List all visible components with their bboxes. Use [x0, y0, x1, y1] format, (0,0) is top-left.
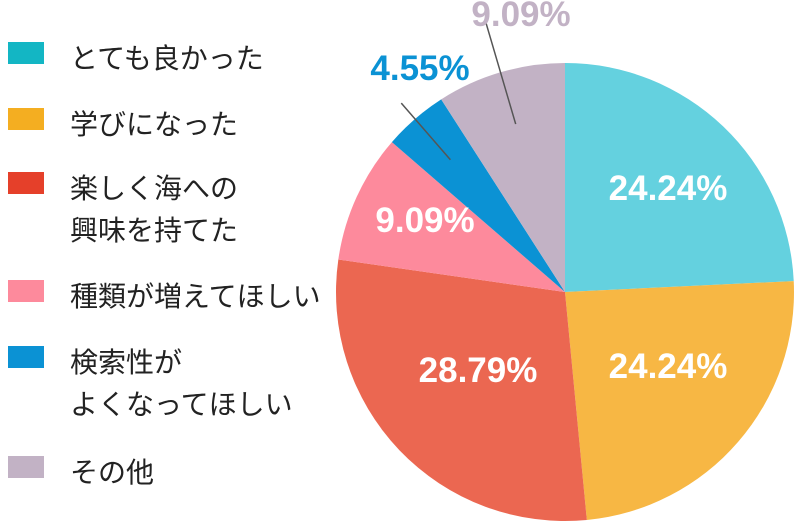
legend-label: とても良かった	[70, 42, 264, 75]
legend-label: 学びになった	[70, 108, 239, 141]
legend-label: 種類が増えてほしい	[70, 280, 321, 313]
legend-swatch	[8, 346, 44, 368]
legend: とても良かった 学びになった楽しく海への 興味を持てた種類が増えてほしい検索性が …	[0, 0, 340, 525]
pie-slice	[565, 63, 794, 292]
legend-swatch	[8, 172, 44, 194]
legend-label: 検索性が よくなってほしい	[70, 346, 293, 421]
legend-label: 楽しく海への 興味を持てた	[70, 172, 239, 247]
pie-slice	[336, 259, 587, 522]
legend-swatch	[8, 280, 44, 302]
data-label: 24.24%	[609, 169, 728, 208]
data-label: 24.24%	[609, 347, 728, 386]
pie-slice	[338, 142, 565, 292]
pie-slice	[391, 99, 565, 292]
data-label: 4.55%	[370, 49, 469, 88]
data-label: 9.09%	[471, 0, 570, 34]
legend-swatch	[8, 108, 44, 130]
data-label: 9.09%	[375, 201, 474, 240]
pie-slice	[441, 63, 565, 292]
pie-slice	[565, 281, 795, 520]
data-label: 28.79%	[419, 351, 538, 390]
leader-line	[400, 102, 451, 161]
legend-swatch	[8, 42, 44, 64]
legend-swatch	[8, 456, 44, 478]
leader-line	[485, 23, 517, 125]
legend-label: その他	[70, 456, 155, 489]
